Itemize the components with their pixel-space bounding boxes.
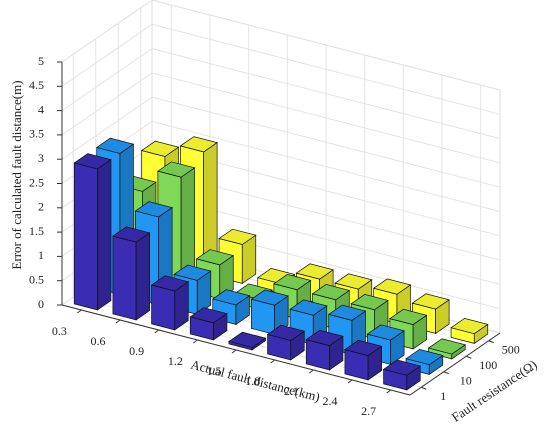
grid-line (61, 0, 501, 91)
x-tick (347, 379, 353, 384)
x-tick-label: 0.6 (91, 334, 106, 348)
x-tick-label: 0.3 (52, 324, 67, 338)
bar-top (95, 137, 135, 154)
bar-top (266, 324, 306, 341)
y-tick (488, 340, 494, 344)
z-axis-label: Error of calculated fault distance(m) (9, 80, 24, 269)
z-tick-label: 4 (38, 102, 44, 116)
bar-top (405, 349, 444, 366)
bar-top (157, 161, 196, 178)
z-tick-label: 1 (38, 248, 44, 262)
bar-top (289, 299, 328, 316)
bar-top (389, 308, 428, 325)
x-tick (154, 329, 159, 334)
x-tick-label: 1.5 (207, 364, 222, 378)
bar-top (195, 249, 235, 266)
bar-top (372, 278, 412, 295)
bar-top (211, 289, 251, 306)
bar-top (179, 136, 218, 153)
z-tick-label: 4.5 (29, 78, 44, 92)
bar-top (73, 153, 112, 170)
x-tick-label: 1.2 (168, 354, 183, 368)
y-tick-label: 10 (460, 374, 472, 388)
x-tick (309, 369, 314, 374)
bar-top (382, 359, 422, 376)
x-tick (386, 389, 391, 394)
bar-front (73, 162, 98, 311)
bar-top (295, 263, 334, 280)
z-tick-label: 3 (38, 151, 44, 165)
grid-line (61, 72, 501, 164)
z-tick-label: 5 (38, 54, 44, 68)
bar-top (366, 324, 405, 341)
y-tick-label: 500 (502, 343, 520, 357)
x-tick-label: 0.9 (129, 344, 144, 358)
bar-top (250, 289, 289, 306)
bar-top (311, 284, 351, 301)
x-tick (231, 349, 237, 354)
x-tick (77, 309, 82, 314)
x-tick-label: 1.8 (245, 374, 260, 388)
bar-side (135, 232, 150, 321)
bar-top (450, 318, 489, 335)
bar-top (273, 274, 312, 291)
bar-top (150, 275, 190, 292)
bar-top (218, 228, 257, 245)
bar-front (151, 284, 176, 331)
y-axis (409, 332, 501, 396)
z-tick-label: 0 (38, 297, 44, 311)
bar-top (334, 273, 373, 290)
x-tick-label: 2.7 (361, 404, 376, 418)
y-tick (466, 355, 472, 359)
grid-line (61, 96, 501, 188)
y-tick (421, 386, 427, 390)
bar-top (112, 226, 151, 243)
z-tick-label: 1.5 (29, 224, 44, 238)
x-tick-label: 2.4 (323, 394, 338, 408)
bar-top (228, 331, 267, 348)
bar-top (327, 304, 367, 321)
x-tick-label: 2.1 (284, 384, 299, 398)
bar-top (173, 264, 212, 281)
x-tick (270, 359, 275, 364)
bar-side (97, 158, 112, 311)
y-tick-label: 1 (440, 389, 446, 403)
grid-line (61, 23, 501, 115)
x-axis (61, 304, 411, 396)
bar-top (411, 293, 450, 310)
bar-top (134, 201, 173, 218)
bar-top (350, 294, 389, 311)
bar-top (305, 329, 344, 346)
z-tick-label: 2.5 (29, 175, 44, 189)
x-tick (115, 319, 121, 324)
y-tick (443, 371, 449, 375)
bar-front (112, 235, 137, 321)
bar-top (140, 140, 180, 157)
x-tick (193, 339, 198, 344)
bar-top (427, 338, 467, 355)
grid-line (72, 54, 422, 388)
bar-top (189, 307, 228, 324)
y-tick-label: 100 (479, 358, 497, 372)
z-tick-label: 2 (38, 200, 44, 214)
bar-top (344, 339, 383, 356)
grid-line (61, 48, 501, 140)
z-tick-label: 0.5 (29, 272, 44, 286)
z-tick-label: 3.5 (29, 127, 44, 141)
